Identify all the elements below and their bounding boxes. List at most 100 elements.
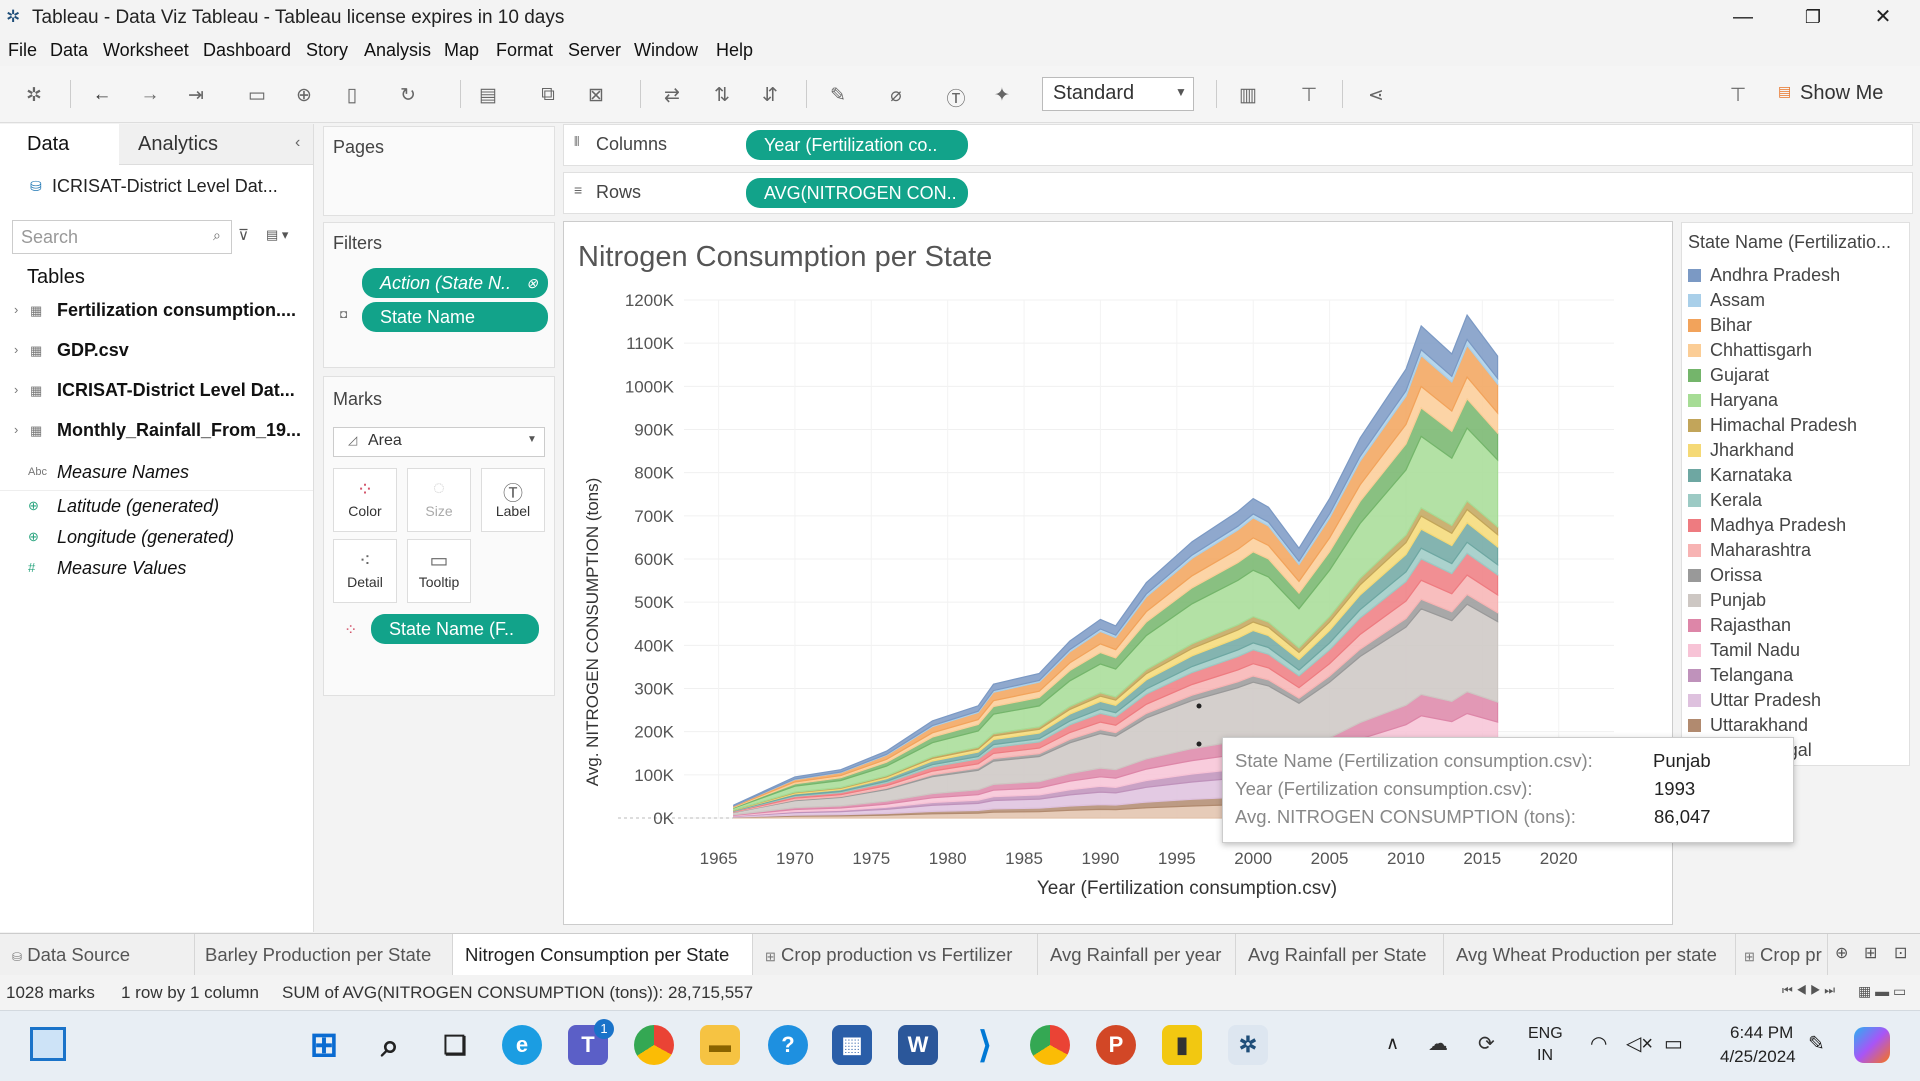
area-andhra-pradesh[interactable] [733,313,1499,807]
clear-sheet-icon[interactable]: ⊠ [588,85,604,106]
chrome-profile-icon[interactable] [1030,1025,1070,1065]
teams-icon[interactable]: T [568,1025,608,1065]
minimize-icon[interactable]: — [1733,6,1753,28]
sort-desc-icon[interactable]: ⇵ [762,85,778,106]
new-dashboard-icon[interactable]: ⊞ [1864,945,1878,962]
sort-asc-icon[interactable]: ⇅ [714,85,730,106]
chevron-up-icon[interactable]: ∧ [1386,1033,1400,1053]
tab-barley[interactable]: Barley Production per State [195,934,453,976]
tableau-home-icon[interactable]: ✲ [26,85,42,106]
powerpoint-icon[interactable]: P [1096,1025,1136,1065]
duplicate-sheet-icon[interactable]: ⧉ [541,84,555,105]
windows-start-icon[interactable]: ⊞ [309,1026,339,1064]
field-row[interactable]: ⊕ Longitude (generated) [0,527,313,555]
legend-item[interactable]: Haryana [1688,390,1778,411]
table-row[interactable]: › ▦ ICRISAT-District Level Dat... [0,380,313,412]
table-row[interactable]: › ▦ Fertilization consumption.... [0,300,313,332]
pause-updates-icon[interactable]: ▯ [346,85,358,106]
chevron-right-icon[interactable]: › [14,422,19,437]
battery-icon[interactable]: ▭ [1664,1033,1683,1055]
new-worksheet-icon[interactable]: ⊕ [1835,945,1849,962]
view-mode-icon[interactable]: ▦ ▬ ▭ [1858,983,1907,999]
columns-pill[interactable]: Year (Fertilization co.. [746,130,968,160]
tab-data[interactable]: Data [0,124,118,164]
replay-icon[interactable]: ⇥ [188,85,204,106]
show-me-button[interactable]: Show Me [1800,82,1884,104]
table-row[interactable]: › ▦ GDP.csv [0,340,313,372]
share-icon[interactable]: ⋖ [1368,85,1384,106]
legend-item[interactable]: Bihar [1688,315,1752,336]
clock-date[interactable]: 4/25/2024 [1720,1047,1796,1066]
presentation-icon[interactable]: ⊤ [1300,85,1318,106]
fit-dropdown[interactable]: Standard ▼ [1042,77,1194,111]
tab-avg-rainfall-year[interactable]: Avg Rainfall per year [1038,934,1236,976]
menu-window[interactable]: Window [634,40,699,60]
detail-button[interactable]: ⁖ Detail [333,539,397,603]
new-story-icon[interactable]: ⊡ [1894,945,1908,962]
legend-item[interactable]: Karnataka [1688,465,1792,486]
close-icon[interactable]: ✕ [1874,6,1892,28]
menu-worksheet[interactable]: Worksheet [103,40,189,60]
menu-server[interactable]: Server [568,40,622,60]
language-primary[interactable]: ENG [1528,1025,1563,1042]
chevron-right-icon[interactable]: › [14,382,19,397]
notification-icon[interactable]: ✎ [1808,1033,1825,1055]
vscode-icon[interactable]: ⟩ [977,1024,993,1065]
pages-card[interactable]: Pages [323,126,555,216]
new-datasource-icon[interactable]: ⊕ [296,85,312,106]
widgets-icon[interactable] [30,1027,66,1061]
chevron-right-icon[interactable]: › [14,342,19,357]
menu-file[interactable]: File [8,40,38,60]
field-row[interactable]: # Measure Values [0,558,313,586]
legend-item[interactable]: Kerala [1688,490,1762,511]
legend-item[interactable]: Himachal Pradesh [1688,415,1857,436]
tab-avg-rainfall-state[interactable]: Avg Rainfall per State [1236,934,1444,976]
redo-icon[interactable]: → [140,84,160,105]
pin-icon[interactable]: ✦ [994,85,1010,106]
menu-dashboard[interactable]: Dashboard [203,40,292,60]
volume-muted-icon[interactable]: ◁× [1626,1033,1654,1055]
menu-analysis[interactable]: Analysis [364,40,432,60]
rows-shelf[interactable]: ≡ Rows AVG(NITROGEN CON.. [563,172,1913,214]
file-explorer-icon[interactable]: ▬ [700,1025,740,1065]
menu-help[interactable]: Help [716,40,754,60]
task-view-icon[interactable]: ❏ [443,1030,467,1060]
label-button[interactable]: Ⓣ Label [481,468,545,532]
help-icon[interactable]: ? [768,1025,808,1065]
legend-item[interactable]: Uttar Pradesh [1688,690,1821,711]
refresh-icon[interactable]: ↻ [400,85,416,106]
menu-format[interactable]: Format [496,40,554,60]
label-icon[interactable]: Ⓣ [946,89,966,110]
sync-icon[interactable]: ⟳ [1478,1033,1495,1055]
legend-item[interactable]: Chhattisgarh [1688,340,1812,361]
tab-nav-icon[interactable]: ⏮ ◀ ▶ ⏭ [1782,983,1836,997]
field-row[interactable]: Abc Measure Names [0,462,313,491]
legend-item[interactable]: Punjab [1688,590,1766,611]
color-button[interactable]: ⁘ Color [333,468,397,532]
save-icon[interactable]: ▭ [248,85,266,106]
language-secondary[interactable]: IN [1537,1047,1553,1064]
marks-pill-state-name[interactable]: State Name (F.. [371,614,539,644]
show-cards-icon[interactable]: ▥ [1239,85,1257,106]
chrome-icon[interactable] [634,1025,674,1065]
copilot-icon[interactable] [1854,1027,1890,1063]
tooltip-button[interactable]: ▭ Tooltip [407,539,471,603]
columns-shelf[interactable]: ⫴ Columns Year (Fertilization co.. [563,124,1913,166]
edge-icon[interactable]: e [502,1025,542,1065]
field-row[interactable]: ⊕ Latitude (generated) [0,496,313,524]
wifi-icon[interactable]: ◠ [1590,1033,1608,1055]
legend-item[interactable]: Gujarat [1688,365,1769,386]
color-legend[interactable]: State Name (Fertilizatio... Andhra Prade… [1681,222,1910,766]
chevron-right-icon[interactable]: › [14,302,19,317]
undo-icon[interactable]: ← [92,84,112,105]
filters-card[interactable]: Filters Action (State N.. ⊗ ◘ State Name [323,222,555,368]
word-icon[interactable]: W [898,1025,938,1065]
rows-pill[interactable]: AVG(NITROGEN CON.. [746,178,968,208]
mark-type-dropdown[interactable]: ◿ Area ▼ [333,427,545,457]
tab-crop-pr[interactable]: ⊞ Crop pr [1736,934,1828,976]
highlight-icon[interactable]: ✎ [830,85,846,106]
legend-item[interactable]: Uttarakhand [1688,715,1808,736]
legend-item[interactable]: Orissa [1688,565,1762,586]
clock-time[interactable]: 6:44 PM [1730,1023,1794,1042]
menu-map[interactable]: Map [444,40,480,60]
